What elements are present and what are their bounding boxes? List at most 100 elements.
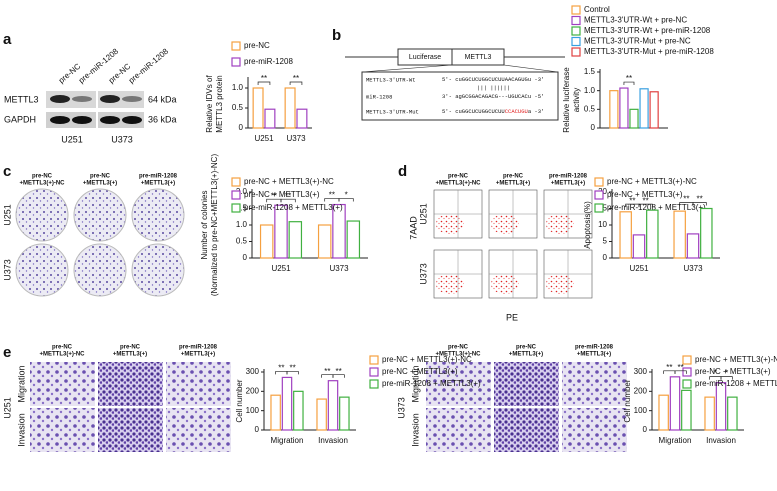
row-label: U373	[418, 263, 428, 285]
significance-label: **	[324, 367, 330, 376]
y-tick-label: 0	[643, 425, 648, 434]
bar	[281, 376, 293, 431]
bar	[639, 88, 649, 129]
significance-bracket	[338, 198, 354, 202]
column-heading: pre-miR-1208	[575, 345, 614, 351]
y-tick-label: 200	[246, 386, 260, 395]
bar	[686, 233, 700, 259]
y-tick-label: 0	[255, 425, 260, 434]
row-label: U373	[2, 259, 12, 281]
significance-bracket	[280, 198, 296, 203]
pairing: ||| ||||||	[477, 84, 510, 91]
y-tick-label: 10	[598, 220, 607, 229]
significance-bracket	[286, 371, 299, 375]
micrograph	[30, 408, 95, 452]
significance-label: **	[629, 196, 635, 205]
legend-label: pre-miR-1208 + METTL3(+)	[382, 379, 481, 388]
y-axis-label: activity	[572, 88, 581, 112]
micrograph	[562, 408, 627, 452]
y-tick-label: 1.0	[584, 86, 596, 95]
x-tick-label: U251	[254, 134, 274, 143]
bar	[284, 87, 296, 129]
column-heading: +METTL3(+)	[551, 181, 585, 187]
significance-bracket	[289, 81, 303, 85]
y-axis-label: (Normalized to pre-NC+METTL3(+)-NC)	[210, 154, 219, 297]
significance-label: **	[626, 74, 632, 83]
y-tick-label: 0.5	[232, 103, 244, 112]
micrograph	[98, 408, 163, 452]
significance-label: **	[290, 364, 296, 373]
bar	[288, 221, 303, 259]
seq-part: 3'- agGCGGACAGACG---UGUCACu -5'	[442, 93, 544, 100]
flow-plots: pre-NC+METTL3(+)-NCpre-NC+METTL3(+)pre-m…	[418, 174, 593, 299]
legend-swatch	[594, 177, 604, 187]
row-label: Migration	[410, 365, 420, 402]
seq-part: a -3'	[528, 108, 545, 115]
x-tick-label: U251	[271, 264, 291, 273]
bar	[316, 398, 327, 431]
bar	[629, 108, 639, 129]
legend-swatch	[682, 379, 692, 389]
protein-label: GAPDH	[4, 114, 36, 124]
y-tick-label: 200	[634, 386, 648, 395]
x-tick-label: Migration	[659, 436, 692, 445]
bar	[327, 380, 339, 431]
flow-cloud	[436, 214, 464, 234]
column-heading: pre-miR-1208	[549, 174, 588, 180]
panel-label: e	[3, 344, 11, 361]
band	[72, 116, 92, 124]
sequence-box	[361, 71, 559, 121]
legend-swatch	[571, 26, 581, 36]
legend-label: pre-NC + METTL3(+)	[382, 367, 458, 376]
legend-label: Control	[584, 5, 610, 14]
bar	[646, 209, 659, 259]
transwell-images: pre-NC+METTL3(+)-NCpre-NC+METTL3(+)pre-m…	[2, 345, 627, 452]
seq-part: 5'- cuGGCUCUGGCUCUU	[442, 108, 505, 115]
micrograph	[166, 362, 231, 406]
seq-name: METTL3-3'UTR-Mut	[366, 108, 419, 115]
axis-label: 7AAD	[408, 216, 418, 240]
y-axis-label: Relative IDVs of	[205, 75, 214, 133]
bar	[609, 90, 619, 129]
column-heading: pre-NC	[52, 345, 73, 351]
bar	[264, 108, 276, 129]
significance-label: **	[278, 364, 284, 373]
column-heading: +METTL3(+)	[113, 352, 147, 358]
legend-swatch	[369, 355, 379, 365]
micrograph	[426, 362, 491, 406]
seq-name: METTL3-3'UTR-Wt	[366, 76, 416, 83]
panel-label: c	[3, 163, 11, 180]
legend-label: METTL3-3'UTR-Wt + pre-miR-1208	[584, 26, 711, 35]
sequence: 5'- cuGGCUCUGGCUCUUCCACUGUa -3'	[442, 108, 544, 115]
flow-cloud	[546, 274, 574, 294]
bar	[727, 396, 738, 431]
significance-bracket	[638, 203, 653, 208]
legend-swatch	[571, 15, 581, 26]
band	[50, 116, 70, 124]
legend-swatch	[571, 36, 581, 47]
significance-bracket	[257, 81, 271, 85]
panel-label: b	[332, 27, 341, 44]
micrograph	[562, 362, 627, 406]
legend-label: pre-NC + METTL3(+)-NC	[695, 355, 777, 364]
legend-swatch	[571, 5, 581, 15]
significance-label: *	[725, 369, 728, 378]
bar	[252, 87, 264, 129]
legend-label: pre-NC + METTL3(+)	[695, 367, 771, 376]
significance-label: *	[345, 191, 348, 200]
legend-swatch	[231, 190, 241, 200]
band	[50, 95, 70, 103]
y-axis-label: Number of colonies	[200, 191, 209, 260]
legend-label: pre-NC	[244, 41, 270, 50]
blot	[98, 112, 144, 128]
y-axis-label: METTL3 protein	[215, 75, 224, 132]
bar	[317, 224, 332, 259]
legend-label: pre-miR-1208 + METTL3(+)	[695, 379, 777, 388]
row-label: Invasion	[16, 413, 26, 447]
column-heading: pre-NC	[516, 345, 537, 351]
y-tick-label: 1.0	[236, 220, 248, 229]
x-tick-label: Migration	[271, 436, 304, 445]
legend-label: pre-NC + METTL3(+)	[607, 190, 683, 199]
panel-label: a	[3, 31, 12, 48]
